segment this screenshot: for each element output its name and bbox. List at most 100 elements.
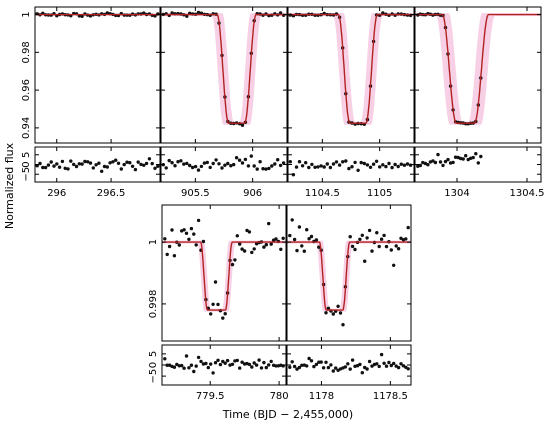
data-point xyxy=(184,231,189,235)
x-tick-label: 1304 xyxy=(444,188,469,199)
residual-point xyxy=(189,363,194,367)
residual-point xyxy=(328,165,333,170)
data-point xyxy=(370,249,374,253)
residual-point xyxy=(362,161,366,166)
data-point xyxy=(341,323,345,327)
residual-point xyxy=(57,165,62,169)
residual-point xyxy=(175,362,179,367)
data-point xyxy=(221,316,225,320)
data-point xyxy=(363,259,367,263)
residual-point xyxy=(102,164,107,169)
residual-point xyxy=(313,165,317,169)
data-point xyxy=(365,236,369,240)
data-point xyxy=(324,311,328,315)
residual-point xyxy=(337,163,342,167)
residual-point xyxy=(348,367,352,371)
residual-point xyxy=(211,161,215,166)
residual-point xyxy=(374,159,379,163)
x-axis-label: Time (BJD − 2,455,000) xyxy=(222,408,353,421)
residual-point xyxy=(252,361,256,365)
residual-point xyxy=(464,154,468,158)
residual-point xyxy=(250,365,254,369)
residual-point xyxy=(321,366,326,370)
data-point xyxy=(223,312,227,316)
residual-point xyxy=(314,362,319,367)
residual-point xyxy=(261,167,265,171)
residual-point xyxy=(122,162,126,167)
residual-point xyxy=(223,361,227,365)
residual-point xyxy=(365,367,369,371)
residual-point xyxy=(196,355,201,360)
residual-point xyxy=(139,162,143,167)
residual-y-tick-label: 0 xyxy=(21,161,32,167)
transit-panel-6: 1178 1178.5 xyxy=(286,204,412,402)
data-point xyxy=(338,311,343,315)
data-point xyxy=(314,238,319,242)
residual-point xyxy=(153,166,157,170)
residual-point xyxy=(346,362,350,366)
residual-point xyxy=(156,164,160,168)
residual-point xyxy=(221,359,225,364)
residual-point xyxy=(387,360,391,365)
residual-point xyxy=(297,160,302,164)
residual-point xyxy=(300,363,304,367)
residual-point xyxy=(384,164,388,169)
x-tick-label: 780 xyxy=(270,391,289,402)
residual-point xyxy=(304,161,308,165)
residual-point xyxy=(365,163,370,167)
data-point xyxy=(300,244,304,248)
residual-point xyxy=(252,164,256,168)
data-point xyxy=(367,228,372,233)
data-point xyxy=(172,254,177,258)
residual-point xyxy=(316,165,320,169)
residual-point xyxy=(309,359,314,363)
residual-point xyxy=(100,169,104,173)
data-point xyxy=(295,248,299,253)
envelope-band xyxy=(288,13,414,125)
residual-point xyxy=(276,158,280,162)
residual-point xyxy=(205,160,209,165)
y-axis-label: Normalized flux xyxy=(3,142,16,229)
residual-point xyxy=(310,162,314,167)
residual-point xyxy=(370,364,374,368)
data-point xyxy=(252,247,256,251)
data-point xyxy=(360,233,364,237)
residual-point xyxy=(216,358,220,362)
residual-point xyxy=(290,360,294,364)
residual-point xyxy=(176,160,180,164)
x-tick-label: 296.5 xyxy=(97,188,126,199)
residual-point xyxy=(278,163,283,168)
residual-point xyxy=(41,165,45,170)
residual-point xyxy=(436,152,440,157)
residual-point xyxy=(264,167,268,171)
data-point xyxy=(331,312,335,316)
envelope-band xyxy=(162,240,286,312)
residual-points xyxy=(416,152,483,168)
residual-point xyxy=(185,161,189,166)
residual-point xyxy=(367,359,372,364)
data-point xyxy=(167,244,172,249)
residual-point xyxy=(392,361,396,366)
residual-point xyxy=(292,364,297,369)
residual-point xyxy=(396,365,401,370)
residual-point xyxy=(179,159,183,163)
x-tick-label: 906 xyxy=(243,188,262,199)
data-point xyxy=(238,242,242,246)
residual-point xyxy=(243,157,248,162)
residual-point xyxy=(130,164,135,168)
data-point xyxy=(336,304,340,308)
residual-point xyxy=(341,160,345,164)
residual-points xyxy=(288,352,410,375)
residual-point xyxy=(55,162,59,166)
transit-panel-2: 905.5 906 xyxy=(160,6,288,199)
data-point xyxy=(326,306,331,310)
data-point xyxy=(307,237,311,241)
residual-point xyxy=(406,367,410,371)
data-point xyxy=(80,14,84,18)
residual-point xyxy=(381,163,385,167)
residual-point xyxy=(182,162,186,166)
residual-point xyxy=(431,159,435,163)
plot-frame xyxy=(34,6,161,144)
residual-point xyxy=(254,363,259,367)
